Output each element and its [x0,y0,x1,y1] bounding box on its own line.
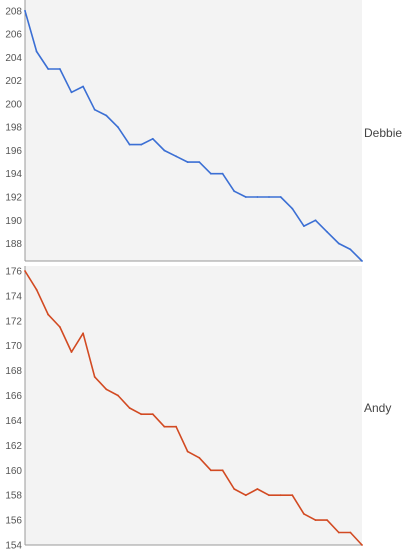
data-point [140,413,143,416]
plot-area-andy [25,266,362,545]
y-tick-label: 158 [5,491,22,502]
data-point [279,196,282,198]
data-point [82,332,84,335]
data-point [117,394,119,397]
data-point [303,513,305,515]
y-tick-label: 172 [5,316,22,327]
data-point [256,488,259,490]
data-point [47,68,50,70]
series-line-andy [24,270,363,546]
y-tick-label: 206 [5,30,22,41]
data-point [151,413,154,416]
y-tick-label: 198 [5,123,22,134]
data-point [337,531,340,534]
y-tick-label: 154 [5,541,22,552]
series-label-andy: Andy [364,401,391,415]
y-tick-label: 208 [5,6,22,17]
data-point [361,260,363,262]
data-point [117,126,119,129]
y-tick-label: 188 [5,239,22,250]
data-point [59,326,61,328]
y-tick-label: 164 [5,416,22,427]
data-point [268,196,270,198]
data-point [175,155,178,158]
data-point [221,172,224,175]
y-tick-label: 196 [5,146,22,157]
data-point [256,196,259,198]
data-point [24,270,26,272]
y-tick-label: 170 [5,341,22,352]
series-label-debbie: Debbie [364,126,402,140]
data-point [35,288,38,291]
data-point [291,494,294,497]
data-point [35,50,38,53]
y-tick-label: 204 [5,53,22,64]
data-point [24,9,26,12]
data-point [303,225,305,228]
data-point [175,425,178,428]
plot-area-debbie [25,0,362,261]
y-tick-label: 174 [5,291,22,302]
data-point [326,231,328,233]
data-point [105,388,108,391]
data-point [93,376,96,378]
data-point [151,137,154,140]
y-tick-label: 200 [5,99,22,110]
data-point [82,85,84,88]
data-point [186,161,189,164]
data-point [244,494,247,497]
y-tick-label: 166 [5,391,22,402]
data-point [163,425,166,428]
data-point [210,172,212,175]
data-point [349,248,352,251]
y-tick-label: 192 [5,193,22,204]
y-tick-label: 156 [5,516,22,527]
data-point [337,242,340,245]
data-point [105,114,108,117]
data-point [70,91,73,94]
y-tick-label: 176 [5,267,22,278]
series-line-debbie [24,10,363,262]
data-point [314,219,317,222]
data-point [128,407,131,409]
data-point [70,351,73,353]
data-point [233,488,236,490]
data-point [361,544,363,546]
panel-andy: 154 156 158 160 162 164 166 168 170 172 174 176 Andy [5,266,391,552]
data-point [279,494,282,497]
data-point [326,519,328,521]
data-point [291,207,294,210]
data-point [221,469,224,472]
data-point [47,313,50,316]
y-tick-label: 162 [5,441,22,452]
data-point [140,143,143,146]
data-point [163,149,166,152]
data-point [198,161,201,164]
data-point [210,469,212,472]
data-point [244,196,247,198]
y-tick-label: 190 [5,216,22,227]
y-tick-label: 160 [5,466,22,477]
y-tick-label: 202 [5,76,22,87]
data-point [128,143,131,146]
panel-debbie: 188 190 192 194 196 198 200 202 204 206 208 Debbie [5,0,402,262]
data-point [59,68,61,70]
y-tick-label: 168 [5,366,22,377]
data-point [349,531,352,534]
y-tick-label: 194 [5,169,22,180]
data-point [233,190,236,193]
data-point [198,456,201,459]
data-point [186,450,189,453]
data-point [268,494,270,497]
data-point [93,108,96,111]
data-point [314,519,317,521]
